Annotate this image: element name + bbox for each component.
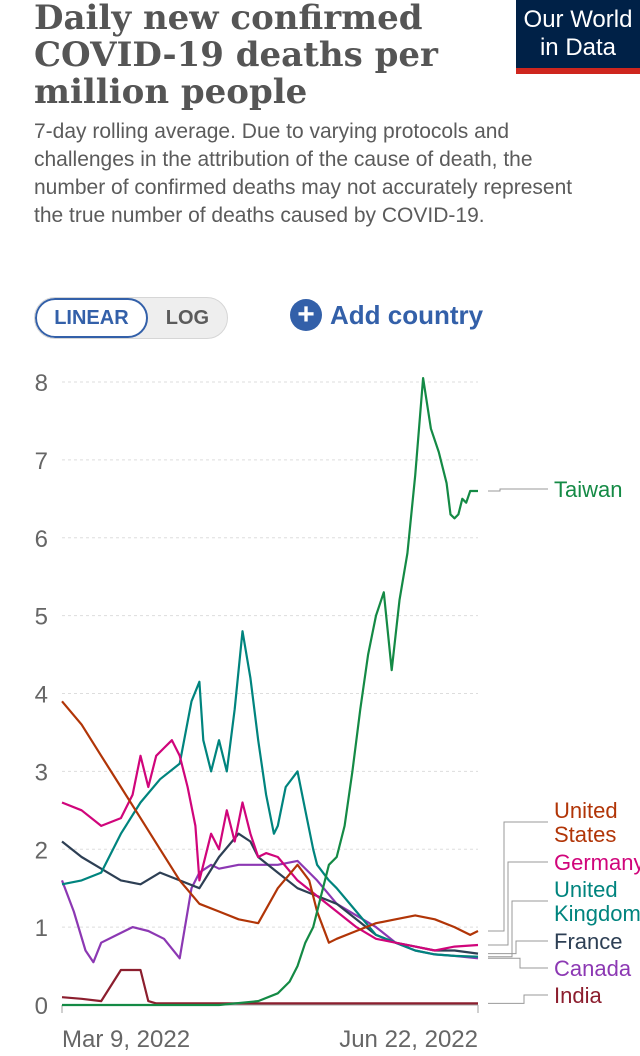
series-line-germany: [61, 739, 479, 952]
series-line-india: [61, 968, 478, 1005]
y-tick-label: 5: [35, 604, 48, 631]
legend-label-canada: Canada: [554, 956, 632, 981]
legend-label-india: India: [554, 983, 602, 1008]
y-tick-label: 8: [35, 370, 48, 397]
chart-subtitle: 7-day rolling average. Due to varying pr…: [34, 120, 573, 227]
y-tick-label: 6: [35, 526, 48, 553]
legend-label-united-kingdom: United Kingdom: [554, 877, 640, 926]
logo-line-2: in Data: [539, 34, 617, 61]
legend-connector: [488, 940, 548, 955]
legend-label-france: France: [554, 929, 622, 954]
series-line-france: [61, 832, 479, 955]
legend-label-germany: Germany: [554, 850, 640, 875]
legend-connector: [488, 488, 548, 492]
linear-scale-button[interactable]: LINEAR: [35, 298, 148, 338]
legend-connector: [488, 861, 548, 946]
y-tick-label: 3: [35, 759, 48, 786]
line-chart: 0 1 2 3 4 5 6 7 8 Mar 9, 2022 Jun 22, 2022 Taiwan Un…: [35, 370, 640, 1053]
add-country-label: Add country: [330, 299, 484, 330]
y-tick-label: 2: [35, 837, 48, 864]
plus-icon: +: [290, 299, 322, 331]
add-country-button[interactable]: + Add country: [290, 297, 483, 333]
scale-toggle: LINEAR LOG: [34, 297, 228, 339]
legend-connector: [488, 957, 548, 969]
chart-title: Daily new confirmed COVID-19 deaths per …: [34, 0, 438, 112]
series-line-taiwan: [62, 377, 478, 1007]
y-tick-label: 0: [35, 993, 48, 1020]
legend-label-taiwan: Taiwan: [554, 477, 622, 502]
series-line-united-states: [61, 700, 479, 944]
y-tick-label: 7: [35, 448, 48, 475]
series-line-united-kingdom: [61, 630, 479, 958]
legend-connector: [488, 821, 548, 932]
log-scale-button[interactable]: LOG: [165, 306, 210, 329]
legend-connector: [488, 900, 548, 958]
y-tick-label: 1: [35, 915, 48, 942]
legend-connector: [488, 994, 548, 1004]
logo-line-1: Our World: [523, 6, 633, 33]
x-tick-label: Jun 22, 2022: [339, 1026, 478, 1053]
x-tick-label: Mar 9, 2022: [62, 1026, 190, 1053]
series-line-canada: [60, 859, 479, 964]
legend-label-united-states: United States: [554, 798, 618, 847]
y-tick-label: 4: [35, 682, 48, 709]
owid-logo[interactable]: Our World in Data: [516, 0, 640, 74]
